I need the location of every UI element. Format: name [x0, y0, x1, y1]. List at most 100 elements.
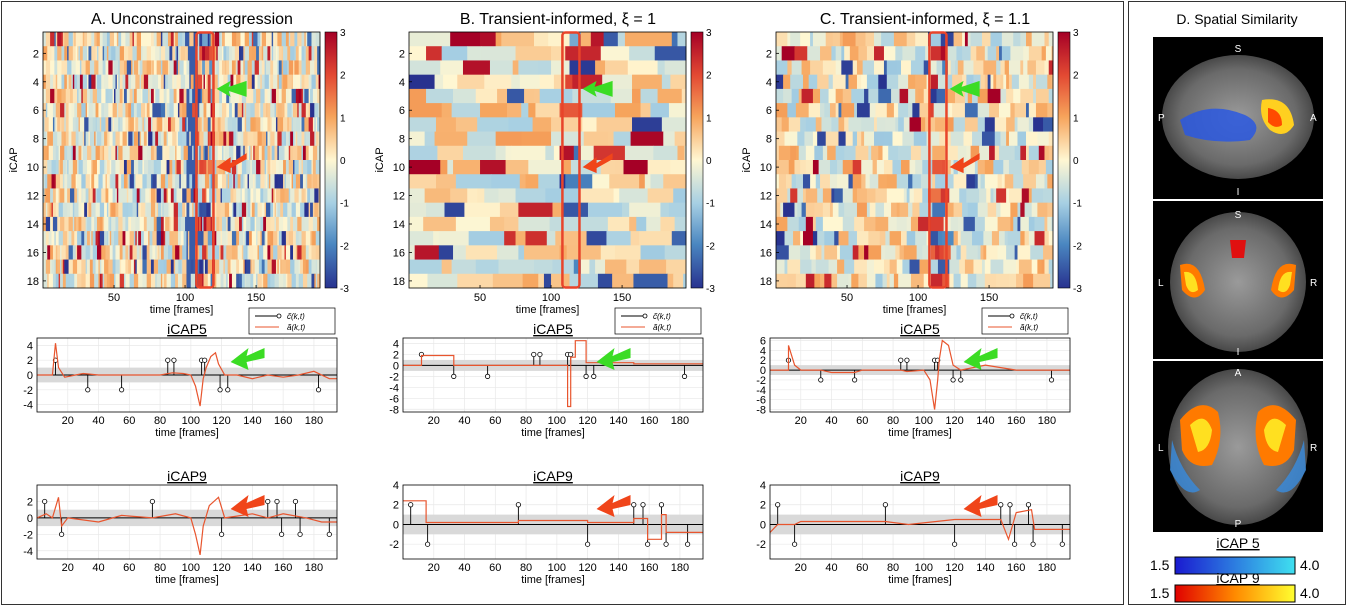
heatmap-xtick: 100 [909, 292, 927, 304]
ts-ytick: -4 [756, 385, 766, 397]
ts-title: iCAP9 [900, 468, 940, 484]
ts-xtick: 40 [92, 415, 104, 427]
ts-ytick: 2 [393, 500, 399, 512]
ts-xtick: 180 [305, 415, 323, 427]
highlight-box [928, 31, 948, 289]
heatmap-ytick: 16 [760, 247, 772, 259]
stem-marker [591, 373, 597, 379]
ts-xtick: 160 [274, 415, 292, 427]
ts-ytick: 4 [393, 338, 399, 350]
ts-ytick: 2 [760, 355, 766, 367]
stem-marker [265, 498, 271, 505]
activity-line [36, 496, 337, 556]
sagittal-label-p: P [1158, 113, 1165, 124]
colorbar-tick: -3 [340, 284, 349, 295]
colorbar-tick: 3 [1073, 28, 1079, 39]
ts-ytick: 0 [760, 519, 766, 531]
legend-a: ã(k,t) [287, 323, 306, 332]
stem-marker [852, 377, 858, 383]
ts-xtick: 120 [212, 415, 230, 427]
ts-xtick: 20 [428, 415, 440, 427]
ts-ytick: -8 [756, 405, 766, 417]
colorbar-tick: -1 [340, 199, 349, 210]
ts-xtick: 20 [62, 415, 74, 427]
stem-marker [515, 502, 521, 508]
heatmap-ytick: 6 [766, 105, 772, 117]
ts-xlabel: time [frames] [521, 574, 585, 586]
heatmap-xlabel: time [frames] [516, 304, 580, 316]
ts-ytick: 0 [393, 519, 399, 531]
heatmap-ytick: 14 [760, 219, 772, 231]
green-arrow [582, 80, 613, 97]
stem-marker [537, 351, 543, 358]
ts-ytick: 0 [760, 365, 766, 377]
ts-ytick: -4 [23, 400, 33, 412]
ts-ytick: -8 [389, 404, 399, 416]
heatmap-ytick: 16 [27, 247, 39, 259]
brain-coronal: S L R I [1153, 201, 1323, 359]
colorbar-tick: -3 [706, 284, 715, 295]
sagittal-label-i: I [1237, 187, 1240, 198]
ts-ytick: 2 [393, 349, 399, 361]
stem-marker [451, 373, 457, 379]
stem-marker [425, 541, 431, 547]
legend-a: ã(k,t) [1020, 323, 1039, 332]
colorbar-tick: 2 [340, 71, 346, 82]
stem-marker [149, 498, 155, 505]
stem-marker [292, 498, 299, 505]
stem-marker [663, 541, 669, 547]
stem-marker [408, 502, 414, 508]
activity-line [37, 343, 337, 407]
ts-title: iCAP5 [533, 321, 573, 337]
stem-marker [42, 498, 48, 505]
stem-marker [818, 377, 824, 383]
ts-ytick: 2 [27, 355, 33, 367]
heatmap-ytick: 2 [399, 48, 405, 60]
heatmap-xlabel: time [frames] [883, 304, 947, 316]
ts-arrow [963, 495, 998, 517]
ts-xtick: 20 [62, 562, 74, 574]
colorbar-icap9-max: 4.0 [1300, 585, 1320, 601]
heatmap-ytick: 2 [766, 48, 772, 60]
stem-marker [645, 541, 651, 547]
panel-d-frame [1128, 1, 1346, 605]
stem-marker [297, 531, 303, 537]
brain-axial: A L R P [1153, 361, 1323, 532]
heatmap-ytick: 6 [33, 105, 39, 117]
stem-marker [315, 387, 322, 393]
colorbar-icap5-gradient [1174, 556, 1296, 575]
stem-marker [882, 502, 888, 508]
ts-ytick: 0 [27, 370, 33, 382]
heatmap-xtick: 150 [247, 292, 265, 304]
panel-d-title: D. Spatial Similarity [1176, 11, 1297, 27]
ts-xtick: 160 [1007, 562, 1025, 574]
stem-marker [904, 357, 910, 363]
colorbar-tick: 0 [1073, 156, 1079, 167]
ts-xtick: 180 [671, 415, 689, 427]
stem-marker [1030, 541, 1036, 547]
ts-ytick: -2 [756, 539, 766, 551]
colorbar-icap9-gradient [1174, 584, 1296, 603]
colorbar-icap5: iCAP 5 1.5 4.0 [1150, 535, 1320, 575]
heatmap-ylabel: iCAP [741, 147, 753, 172]
heatmap-ytick: 10 [760, 162, 772, 174]
ts-xtick: 80 [520, 562, 532, 574]
ts-xtick: 120 [578, 415, 596, 427]
ts-xtick: 80 [520, 415, 532, 427]
main-frame [1, 1, 1124, 605]
ts-xtick: 40 [825, 562, 837, 574]
ts-xtick: 100 [915, 562, 933, 574]
ts-xtick: 80 [154, 562, 166, 574]
ts-xtick: 160 [1007, 415, 1025, 427]
brain-sagittal: S P A I [1153, 37, 1323, 199]
ts-xlabel: time [frames] [888, 574, 952, 586]
ts-xtick: 120 [212, 562, 230, 574]
ts-xtick: 180 [1038, 562, 1056, 574]
ts-ytick: -4 [389, 382, 399, 394]
ts-arrow [230, 348, 265, 370]
colorbar-icap5-title: iCAP 5 [1216, 535, 1260, 551]
colorbar-tick: 1 [1073, 113, 1079, 124]
ts-ytick: 4 [760, 480, 766, 492]
